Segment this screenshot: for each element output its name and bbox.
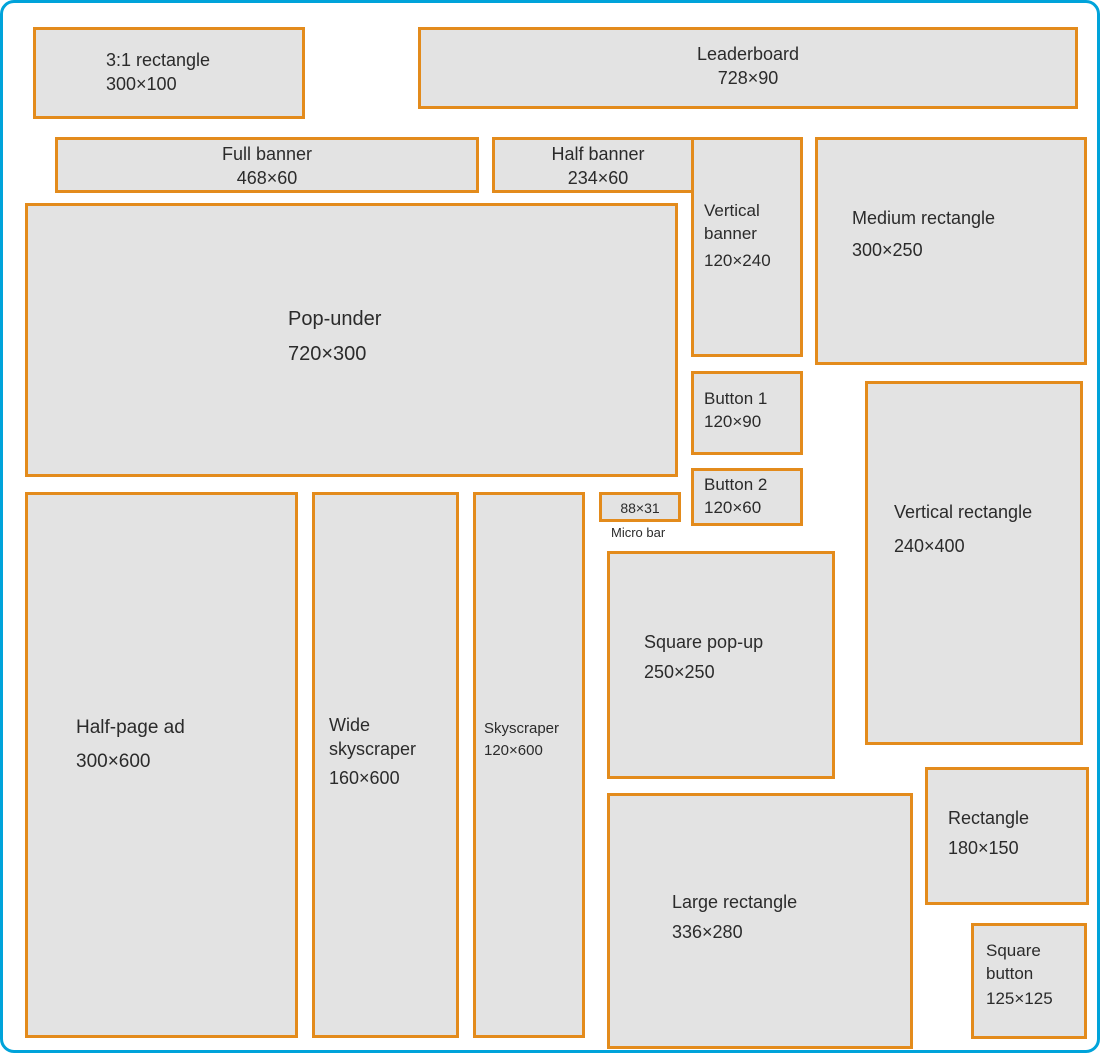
- ad-dims: 120×240: [704, 250, 800, 273]
- ad-name: Button 1: [704, 388, 800, 411]
- ad-name: 3:1 rectangle: [106, 48, 302, 72]
- ad-name: Large rectangle: [672, 890, 910, 914]
- ad-dims: 120×60: [704, 497, 800, 520]
- ad-dims: 250×250: [644, 660, 832, 684]
- ad-dims: 300×600: [76, 749, 295, 775]
- ad-name: 88×31: [602, 499, 678, 518]
- ad-dims: 300×250: [852, 238, 1084, 262]
- ad-name: Half-page ad: [76, 715, 295, 741]
- ad-sizes-frame: 3:1 rectangle 300×100 Leaderboard 728×90…: [0, 0, 1100, 1053]
- ad-name: Vertical rectangle: [894, 500, 1080, 524]
- ad-3-1-rectangle: 3:1 rectangle 300×100: [33, 27, 305, 119]
- ad-leaderboard: Leaderboard 728×90: [418, 27, 1078, 109]
- ad-dims: 720×300: [288, 341, 675, 368]
- ad-name: Square pop-up: [644, 630, 832, 654]
- ad-half-page: Half-page ad 300×600: [25, 492, 298, 1038]
- ad-micro-bar: 88×31: [599, 492, 681, 522]
- ad-button-1: Button 1 120×90: [691, 371, 803, 455]
- ad-dims: 180×150: [948, 836, 1086, 860]
- ad-name: Button 2: [704, 474, 800, 497]
- ad-name: Square button: [986, 940, 1084, 986]
- ad-dims: 300×100: [106, 72, 302, 96]
- ad-skyscraper: Skyscraper 120×600: [473, 492, 585, 1038]
- ad-dims: 125×125: [986, 988, 1084, 1011]
- ad-dims: 336×280: [672, 920, 910, 944]
- ad-name: Leaderboard: [421, 42, 1075, 66]
- ad-dims: 240×400: [894, 534, 1080, 558]
- ad-full-banner: Full banner 468×60: [55, 137, 479, 193]
- ad-vertical-rectangle: Vertical rectangle 240×400: [865, 381, 1083, 745]
- ad-medium-rectangle: Medium rectangle 300×250: [815, 137, 1087, 365]
- ad-square-popup: Square pop-up 250×250: [607, 551, 835, 779]
- ad-name: Full banner: [58, 142, 476, 166]
- ad-dims: 234×60: [495, 166, 701, 190]
- ad-wide-skyscraper: Wide skyscraper 160×600: [312, 492, 459, 1038]
- ad-dims: 468×60: [58, 166, 476, 190]
- ad-name: Wide skyscraper: [329, 713, 456, 762]
- ad-dims: 120×90: [704, 411, 800, 434]
- ad-name: Medium rectangle: [852, 206, 1084, 230]
- ad-square-button: Square button 125×125: [971, 923, 1087, 1039]
- ad-large-rectangle: Large rectangle 336×280: [607, 793, 913, 1049]
- ad-dims: 160×600: [329, 766, 456, 790]
- ad-name: Pop-under: [288, 306, 675, 333]
- ad-rectangle: Rectangle 180×150: [925, 767, 1089, 905]
- ad-dims: 728×90: [421, 66, 1075, 90]
- ad-name: Skyscraper: [484, 719, 582, 739]
- ad-pop-under: Pop-under 720×300: [25, 203, 678, 477]
- ad-name: Vertical banner: [704, 200, 800, 246]
- ad-vertical-banner: Vertical banner 120×240: [691, 137, 803, 357]
- ad-button-2: Button 2 120×60: [691, 468, 803, 526]
- ad-name: Half banner: [495, 142, 701, 166]
- ad-micro-bar-label: Micro bar: [611, 525, 665, 541]
- ad-half-banner: Half banner 234×60: [492, 137, 704, 193]
- ad-dims: 120×600: [484, 741, 582, 761]
- ad-name: Rectangle: [948, 806, 1086, 830]
